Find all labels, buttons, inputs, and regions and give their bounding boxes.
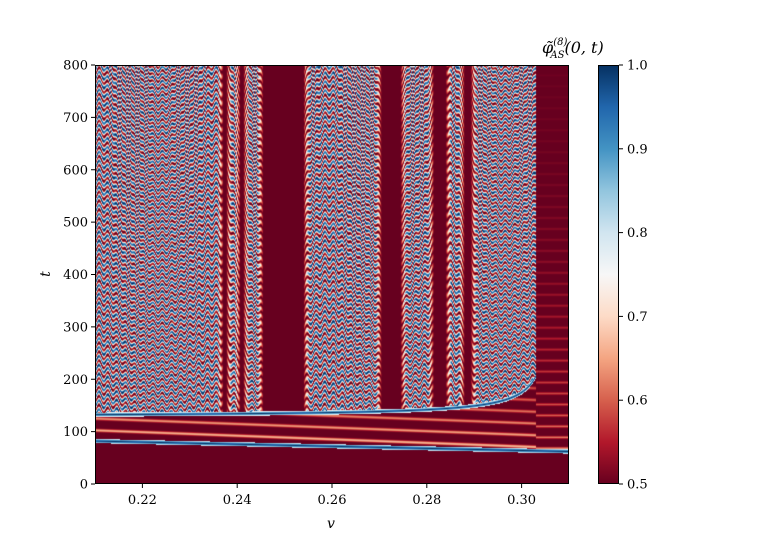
colorbar-frame bbox=[598, 65, 619, 484]
x-tick-label: 0.22 bbox=[128, 493, 157, 508]
y-tick-label: 300 bbox=[63, 320, 88, 335]
y-tick-label: 0 bbox=[80, 478, 88, 493]
colorbar-tick-label: 0.9 bbox=[627, 142, 648, 157]
y-tick-label: 800 bbox=[63, 59, 88, 74]
y-tick-label: 100 bbox=[63, 425, 88, 440]
x-tick-label: 0.30 bbox=[507, 493, 536, 508]
colorbar-ticks: 0.5 0.6 0.7 0.8 0.9 1.0 bbox=[619, 59, 648, 493]
colorbar-label-subscript: AS bbox=[549, 50, 564, 61]
colorbar-label-args: (0, t) bbox=[564, 38, 603, 57]
y-tick-label: 200 bbox=[63, 373, 88, 388]
y-tick-label: 700 bbox=[63, 111, 88, 126]
x-tick-label: 0.24 bbox=[223, 493, 252, 508]
x-axis-ticks: 0.22 0.24 0.26 0.28 0.30 bbox=[128, 484, 536, 508]
y-axis-ticks: 0 100 200 300 400 500 600 700 800 bbox=[63, 59, 95, 493]
heatmap-canvas bbox=[95, 65, 569, 484]
colorbar-label-superscript: (8) bbox=[553, 37, 567, 48]
colorbar-tick-label: 0.6 bbox=[627, 394, 648, 409]
colorbar-tick-label: 0.8 bbox=[627, 226, 648, 241]
colorbar bbox=[598, 65, 619, 484]
x-axis-label: v bbox=[327, 516, 335, 532]
plot-frame bbox=[95, 65, 569, 484]
x-tick-label: 0.26 bbox=[318, 493, 347, 508]
x-tick-label: 0.28 bbox=[412, 493, 441, 508]
colorbar-label-base: φ̃ bbox=[542, 38, 554, 57]
colorbar-tick-label: 0.5 bbox=[627, 478, 648, 493]
colorbar-tick-label: 1.0 bbox=[627, 59, 648, 74]
colorbar-label: φ̃(8) AS(0, t) bbox=[542, 37, 604, 61]
y-axis-label: t bbox=[38, 271, 54, 277]
colorbar-tick-label: 0.7 bbox=[627, 310, 648, 325]
y-tick-label: 500 bbox=[63, 216, 88, 231]
y-tick-label: 400 bbox=[63, 268, 88, 283]
y-tick-label: 600 bbox=[63, 163, 88, 178]
